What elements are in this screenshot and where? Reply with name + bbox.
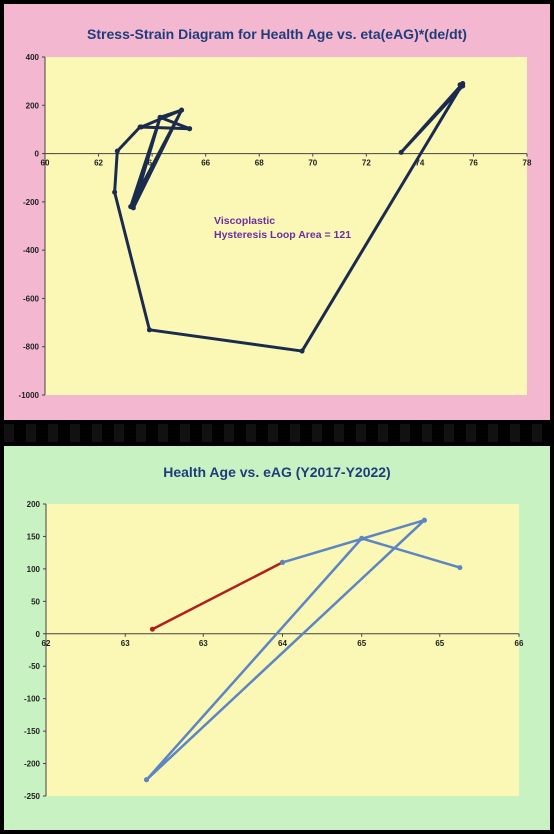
data-point (421, 517, 427, 523)
data-point (149, 626, 155, 632)
data-point (128, 204, 134, 210)
y-tick-label: -800 (23, 343, 40, 352)
data-point (299, 348, 305, 354)
x-tick-label: 74 (415, 159, 424, 168)
x-tick-label: 62 (94, 159, 103, 168)
data-point (179, 107, 185, 113)
x-tick-label: 70 (308, 159, 317, 168)
x-tick-label: 65 (357, 639, 366, 648)
y-tick-label: 200 (27, 500, 41, 509)
data-point (146, 327, 152, 333)
data-point (457, 82, 463, 88)
data-point (187, 126, 193, 132)
series-line (151, 561, 284, 631)
series-line (113, 82, 465, 353)
y-tick-label: -200 (23, 198, 40, 207)
chart-title: Health Age vs. eAG (Y2017-Y2022) (163, 464, 391, 480)
data-point (138, 124, 144, 130)
y-tick-label: 400 (26, 53, 40, 62)
y-tick-label: -1000 (19, 391, 40, 400)
data-point (457, 565, 463, 571)
divider-strip (4, 424, 550, 442)
x-tick-label: 78 (523, 159, 532, 168)
x-tick-label: 72 (362, 159, 371, 168)
data-point (398, 149, 404, 155)
x-tick-label: 63 (121, 639, 130, 648)
data-point (359, 535, 365, 541)
series-line (129, 108, 191, 210)
data-point (144, 777, 150, 783)
data-point (114, 148, 120, 154)
y-tick-label: 100 (27, 565, 41, 574)
y-tick-label: 0 (35, 150, 40, 159)
x-tick-label: 68 (255, 159, 264, 168)
health-age-chart-panel: Health Age vs. eAG (Y2017-Y2022) 200 150 1… (4, 446, 550, 830)
y-tick-label: -200 (24, 760, 41, 769)
chart-title: Stress-Strain Diagram for Health Age vs.… (87, 26, 467, 42)
y-tick-label: -250 (24, 792, 41, 801)
x-tick-label: 62 (42, 639, 51, 648)
y-tick-label: -400 (23, 246, 40, 255)
plot-area (46, 504, 519, 796)
y-tick-label: -50 (28, 662, 40, 671)
chart-annotation: Viscoplastic (214, 215, 275, 227)
plot-area (45, 57, 527, 395)
y-tick-label: 0 (36, 630, 41, 639)
y-tick-label: 150 (27, 532, 41, 541)
x-tick-label: 64 (278, 639, 287, 648)
x-tick-label: 66 (201, 159, 210, 168)
health-age-chart: 200 150 100 50 0 -50 -100 -150 -200 -250 62 63 63 64 6… (24, 500, 524, 801)
x-tick-label: 65 (435, 639, 444, 648)
stress-strain-chart-panel: Stress-Strain Diagram for Health Age vs.… (4, 4, 550, 420)
y-tick-label: 50 (31, 597, 40, 606)
y-tick-label: -100 (24, 695, 41, 704)
y-tick-label: 200 (26, 101, 40, 110)
y-tick-label: -150 (24, 727, 41, 736)
series-line (145, 518, 462, 782)
data-point (157, 114, 163, 120)
x-tick-label: 63 (199, 639, 208, 648)
data-point (280, 559, 285, 565)
x-tick-label: 60 (41, 159, 50, 168)
x-tick-label: 76 (469, 159, 478, 168)
y-tick-label: -600 (23, 294, 40, 303)
chart-annotation: Hysteresis Loop Area = 121 (214, 229, 351, 241)
x-tick-label: 66 (515, 639, 524, 648)
data-point (112, 189, 118, 195)
